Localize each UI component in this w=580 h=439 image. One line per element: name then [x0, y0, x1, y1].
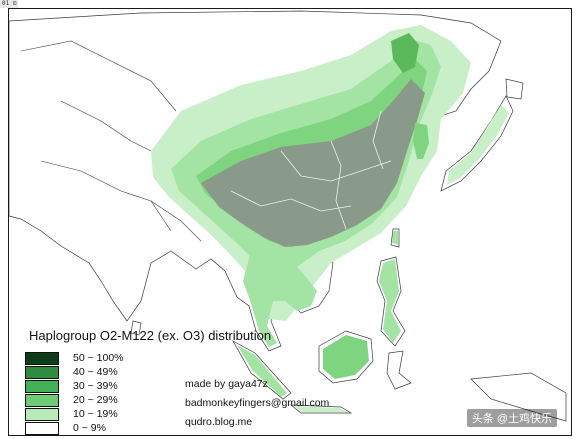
- legend-row: 20 ~ 29%: [25, 393, 150, 407]
- sri-lanka: [130, 320, 142, 336]
- band-philippines: [379, 259, 401, 343]
- band-korea: [413, 123, 429, 159]
- map-frame: Haplogroup O2-M122 (ex. O3) distribution…: [8, 8, 572, 436]
- band-borneo: [323, 335, 369, 379]
- legend-row: 50 ~ 100%: [25, 351, 150, 365]
- credit-author: made by gaya47z: [185, 378, 268, 390]
- legend-label: 40 ~ 49%: [73, 366, 118, 378]
- band-japan: [447, 105, 509, 185]
- legend-label: 0 ~ 9%: [73, 422, 106, 434]
- legend-row: 0 ~ 9%: [25, 421, 150, 435]
- credits: made by gaya47z badmonkeyfingers@gmail.c…: [185, 375, 329, 432]
- band-50-100: [201, 79, 425, 247]
- credit-email: badmonkeyfingers@gmail.com: [185, 397, 330, 409]
- asia-map: [9, 10, 567, 422]
- legend-row: 40 ~ 49%: [25, 365, 150, 379]
- legend-swatch: [25, 407, 59, 421]
- band-se-asia: [243, 251, 317, 347]
- distribution-bands: [151, 25, 509, 412]
- sulawesi: [386, 350, 412, 390]
- country-borders: [20, 40, 202, 242]
- legend-label: 30 ~ 39%: [73, 380, 118, 392]
- legend-swatch: [25, 351, 59, 365]
- legend-swatch: [25, 421, 59, 435]
- watermark: 头条 @土鸡快乐: [466, 409, 557, 427]
- legend: 50 ~ 100% 40 ~ 49% 30 ~ 39% 20 ~ 29% 10 …: [25, 351, 150, 435]
- credit-blog: qudro.blog.me: [185, 416, 253, 428]
- new-guinea: [470, 372, 567, 422]
- band-sumatra: [237, 345, 287, 397]
- band-40-49: [391, 33, 419, 73]
- internal-borders: [230, 110, 392, 230]
- map-title: Haplogroup O2-M122 (ex. O3) distribution: [29, 328, 272, 343]
- top-strip: 01 ⊡: [0, 0, 580, 8]
- legend-label: 10 ~ 19%: [73, 408, 118, 420]
- legend-row: 30 ~ 39%: [25, 379, 150, 393]
- corner-tag: 01 ⊡: [0, 0, 19, 8]
- legend-swatch: [25, 365, 59, 379]
- legend-row: 10 ~ 19%: [25, 407, 150, 421]
- band-java: [293, 406, 347, 412]
- band-taiwan: [392, 231, 398, 245]
- legend-label: 50 ~ 100%: [73, 352, 124, 364]
- legend-swatch: [25, 393, 59, 407]
- hokkaido: [505, 78, 524, 100]
- legend-label: 20 ~ 29%: [73, 394, 118, 406]
- legend-swatch: [25, 379, 59, 393]
